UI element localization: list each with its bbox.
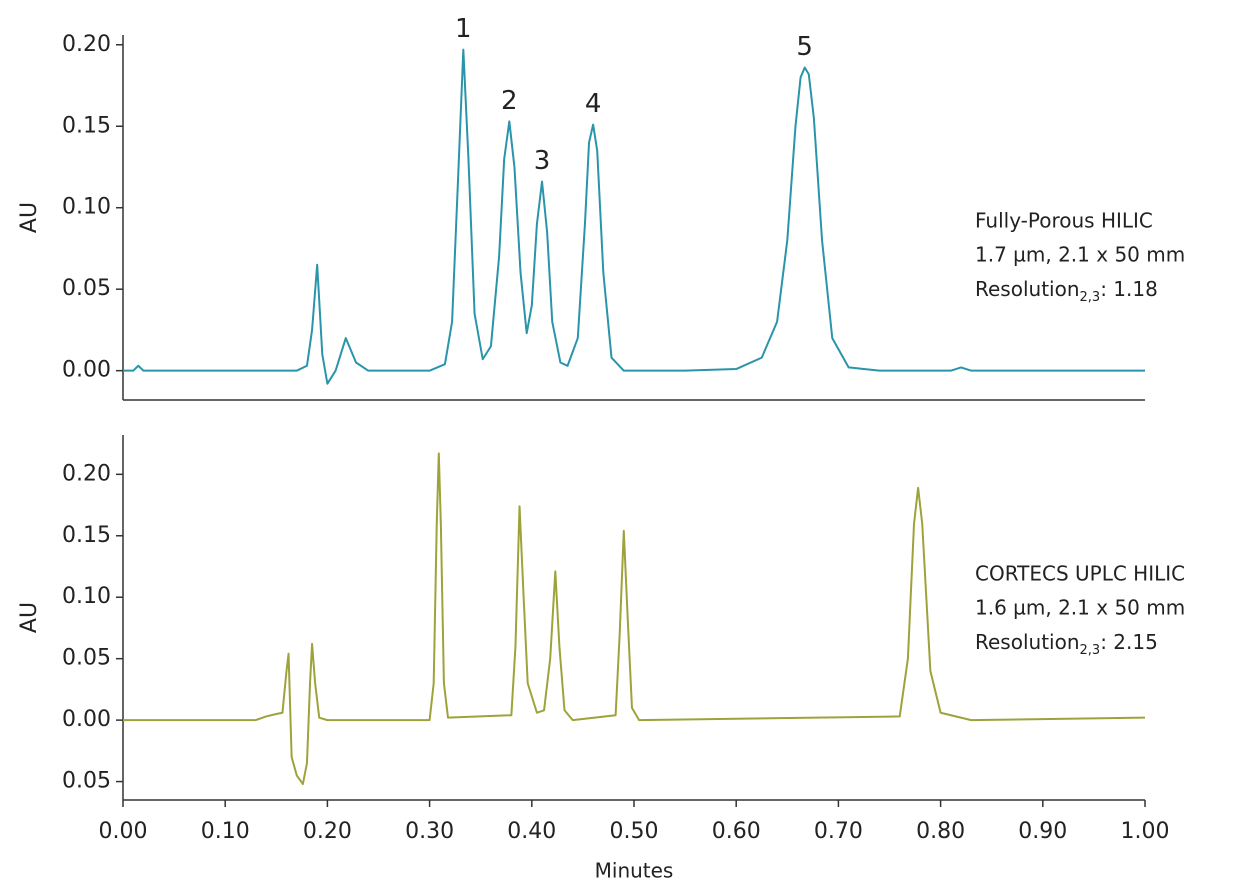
x-tick-label: 0.40 (507, 819, 556, 844)
resolution-note: Resolution2,3: 1.18 (975, 277, 1158, 305)
note: 1.6 µm, 2.1 x 50 mm (975, 596, 1185, 620)
trace (123, 48, 1145, 385)
y-tick-label: 0.00 (62, 707, 111, 732)
peak-label: 3 (534, 146, 551, 176)
x-tick-label: 0.10 (201, 819, 250, 844)
note: 1.7 µm, 2.1 x 50 mm (975, 243, 1185, 267)
peak-label: 4 (585, 89, 602, 119)
y-tick-label: 0.15 (62, 523, 111, 548)
x-tick-label: 1.00 (1121, 819, 1170, 844)
y-axis-label: AU (17, 202, 42, 233)
peak-label: 5 (796, 32, 813, 62)
peak-label: 2 (501, 86, 518, 116)
resolution-subscript: 2,3 (1080, 643, 1101, 658)
y-axis-label: AU (17, 602, 42, 633)
y-tick-label: 0.20 (62, 461, 111, 486)
y-tick-label: 0.20 (62, 32, 111, 57)
x-tick-label: 0.20 (303, 819, 352, 844)
resolution-subscript: 2,3 (1080, 290, 1101, 305)
resolution-value: : 1.18 (1100, 277, 1158, 301)
y-tick-label: 0.05 (62, 646, 111, 671)
y-tick-label: 0.05 (62, 276, 111, 301)
y-tick-label: 0.05 (62, 769, 111, 794)
x-axis-label: Minutes (595, 859, 674, 883)
x-tick-label: 0.90 (1018, 819, 1067, 844)
y-tick-label: 0.15 (62, 113, 111, 138)
resolution-value: : 2.15 (1100, 630, 1158, 654)
resolution-note: Resolution2,3: 2.15 (975, 630, 1158, 658)
x-tick-label: 0.70 (814, 819, 863, 844)
resolution-text: Resolution (975, 277, 1080, 301)
y-tick-label: 0.10 (62, 195, 111, 220)
peak-label: 1 (455, 14, 472, 44)
x-tick-label: 0.30 (405, 819, 454, 844)
trace (123, 452, 1146, 786)
note: CORTECS UPLC HILIC (975, 562, 1185, 586)
x-tick-label: 0.60 (712, 819, 761, 844)
x-tick-label: 0.00 (99, 819, 148, 844)
x-tick-label: 0.50 (610, 819, 659, 844)
x-tick-label: 0.80 (916, 819, 965, 844)
resolution-text: Resolution (975, 630, 1080, 654)
y-tick-label: 0.00 (62, 358, 111, 383)
note: Fully-Porous HILIC (975, 209, 1153, 233)
y-tick-label: 0.10 (62, 584, 111, 609)
